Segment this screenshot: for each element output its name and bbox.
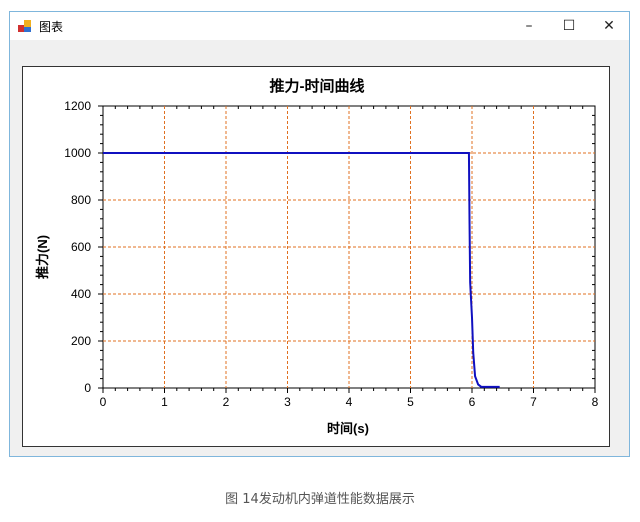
thrust-series-line [103, 152, 500, 388]
x-tick-label: 0 [100, 395, 107, 409]
x-axis-label: 时间(s) [327, 421, 369, 436]
chart-window: 图表 – ☐ ✕ 推力-时间曲线 时间(s) 推力(N) 0 1 2 3 4 5 6 7 8 0 2… [9, 11, 630, 457]
x-tick-label: 2 [223, 395, 230, 409]
chart-title: 推力-时间曲线 [270, 77, 365, 95]
chart-panel: 推力-时间曲线 时间(s) 推力(N) 0 1 2 3 4 5 6 7 8 0 200 400 600 8… [22, 66, 610, 447]
y-tick-label: 800 [71, 193, 91, 207]
thrust-time-chart: 推力-时间曲线 时间(s) 推力(N) 0 1 2 3 4 5 6 7 8 0 200 400 600 8… [35, 77, 599, 436]
title-bar: 图表 – ☐ ✕ [10, 12, 629, 40]
y-axis-label: 推力(N) [35, 235, 50, 279]
figure-caption: 图 14发动机内弹道性能数据展示 [225, 492, 415, 507]
y-tick-label: 400 [71, 287, 91, 301]
y-tick-label: 600 [71, 240, 91, 254]
x-tick-label: 6 [469, 395, 476, 409]
y-tick-label: 200 [71, 334, 91, 348]
maximize-button[interactable]: ☐ [562, 18, 576, 34]
x-tick-label: 7 [530, 395, 537, 409]
chart-app-icon [18, 20, 31, 32]
x-tick-label: 4 [346, 395, 353, 409]
window-title: 图表 [39, 20, 64, 34]
minimize-button[interactable]: – [525, 18, 533, 34]
x-tick-label: 8 [592, 395, 599, 409]
x-tick-label: 5 [407, 395, 414, 409]
x-tick-label: 3 [284, 395, 291, 409]
y-tick-label: 0 [84, 381, 91, 395]
x-tick-label: 1 [161, 395, 168, 409]
y-tick-label: 1000 [64, 146, 91, 160]
y-tick-label: 1200 [64, 99, 91, 113]
close-button[interactable]: ✕ [603, 18, 615, 34]
